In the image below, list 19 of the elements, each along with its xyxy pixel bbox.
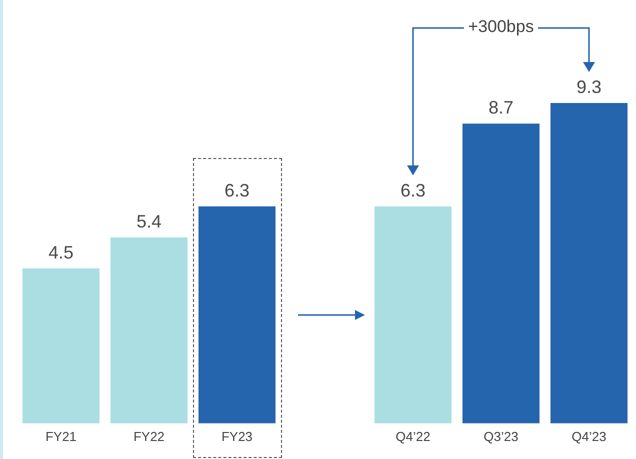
x-tick-label: Q4’23 <box>572 428 606 444</box>
data-label: 9.3 <box>576 76 602 97</box>
text: +300bps <box>464 17 538 36</box>
data-label: 8.7 <box>488 98 514 118</box>
bar <box>462 124 540 424</box>
bar <box>550 103 628 424</box>
bar <box>198 206 276 424</box>
bar <box>22 268 100 424</box>
x-tick-label: FY22 <box>133 428 165 444</box>
data-label: 5.4 <box>136 211 162 232</box>
data-label: 6.3 <box>224 180 250 200</box>
x-tick-label: FY21 <box>45 428 77 444</box>
bar <box>110 237 188 424</box>
x-tick-label: FY23 <box>221 428 253 444</box>
x-tick-label: Q3’23 <box>484 428 518 444</box>
data-label: 6.3 <box>400 180 426 200</box>
x-tick-label: Q4’22 <box>396 428 430 444</box>
bar <box>374 206 452 424</box>
data-label: 4.5 <box>48 242 74 262</box>
